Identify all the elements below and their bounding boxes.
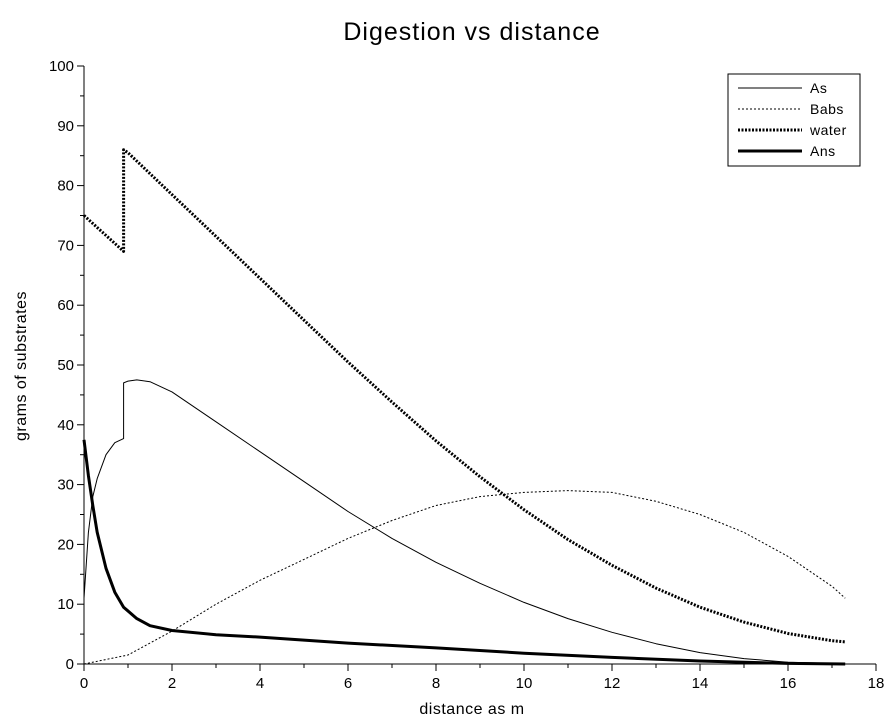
x-tick-label: 4 — [256, 675, 264, 692]
series-line-water — [82, 148, 846, 644]
x-tick-label: 6 — [344, 675, 352, 692]
x-tick-label: 8 — [432, 675, 440, 692]
y-tick-label: 0 — [66, 656, 74, 673]
y-tick-label: 60 — [57, 297, 74, 314]
y-tick-label: 10 — [57, 596, 74, 613]
y-tick-label: 100 — [49, 58, 74, 75]
x-tick-label: 2 — [168, 675, 176, 692]
y-tick-label: 30 — [57, 477, 74, 494]
chart-title: Digestion vs distance — [343, 18, 600, 46]
y-axis-label: grams of substrates — [13, 291, 30, 441]
legend-label-as: As — [810, 80, 827, 96]
y-tick-label: 40 — [57, 417, 74, 434]
plot-area: 0 2 4 6 8 10 12 14 16 18 0 10 20 30 40 50 60 70 80 90 100 — [49, 58, 884, 692]
y-tick-label: 70 — [57, 237, 74, 254]
y-tick-label: 50 — [57, 357, 74, 374]
x-tick-label: 0 — [80, 675, 88, 692]
x-tick-label: 16 — [780, 675, 797, 692]
legend-label-water: water — [809, 122, 847, 138]
legend-label-babs: Babs — [810, 101, 844, 117]
y-tick-label: 80 — [57, 178, 74, 195]
x-tick-label: 12 — [604, 675, 621, 692]
y-tick-label: 90 — [57, 118, 74, 135]
series-line-babs — [83, 490, 846, 665]
legend-label-ans: Ans — [810, 143, 836, 159]
x-tick-label: 14 — [692, 675, 709, 692]
x-axis-label: distance as m — [419, 701, 524, 718]
x-tick-label: 18 — [868, 675, 885, 692]
x-tick-label: 10 — [516, 675, 533, 692]
y-tick-label: 20 — [57, 536, 74, 553]
legend: As Babs water Ans — [727, 73, 861, 167]
series-line-as — [83, 379, 846, 665]
series-line-ans — [82, 439, 846, 666]
